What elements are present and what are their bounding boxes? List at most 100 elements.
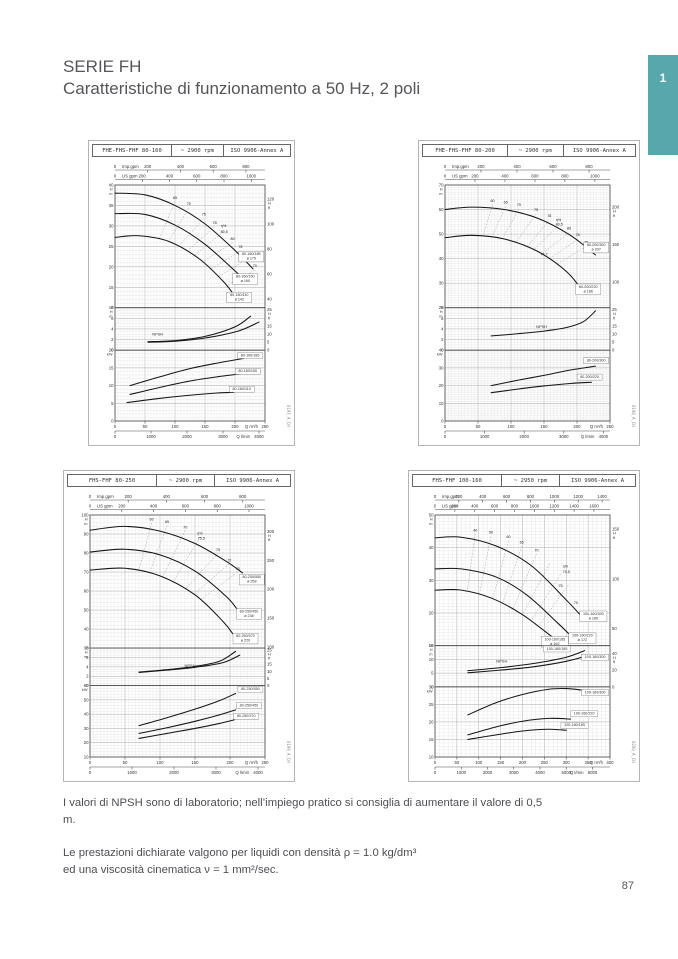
chart-standard: ISO 9906-Annex A (572, 147, 626, 154)
pump-curves-svg: 30405060708090100Hm100150200250300Hft606… (81, 494, 275, 775)
chart-code: 0200_A_CH (631, 741, 636, 763)
svg-text:1000: 1000 (246, 173, 256, 178)
svg-text:90: 90 (84, 532, 89, 537)
svg-text:H: H (85, 517, 88, 522)
svg-text:65: 65 (173, 196, 177, 200)
svg-text:100: 100 (267, 645, 275, 650)
svg-text:250: 250 (261, 760, 269, 765)
svg-text:0: 0 (114, 424, 117, 429)
density-note-line1: Le prestazioni dichiarate valgono per li… (63, 847, 417, 859)
svg-text:ø 175: ø 175 (247, 257, 256, 261)
svg-text:70: 70 (236, 567, 240, 571)
svg-text:80-200/300: 80-200/300 (587, 243, 606, 247)
svg-text:400: 400 (471, 503, 479, 508)
svg-text:200: 200 (267, 587, 275, 592)
svg-text:10: 10 (267, 332, 272, 337)
svg-text:800: 800 (585, 164, 593, 169)
svg-text:60: 60 (490, 199, 494, 203)
svg-text:100: 100 (612, 576, 620, 581)
svg-text:US gpm: US gpm (122, 173, 138, 178)
svg-text:30: 30 (109, 223, 114, 228)
chart-code: 0197_A_CH (286, 405, 291, 427)
svg-text:40: 40 (429, 545, 434, 550)
svg-text:Imp.gpm: Imp.gpm (442, 494, 459, 499)
svg-text:80-160/150: 80-160/150 (236, 275, 255, 279)
svg-text:80-250/450: 80-250/450 (240, 703, 259, 707)
pump-curves-svg: 10152025303540Hm406080100120Hft65707578η… (107, 164, 275, 439)
svg-text:200: 200 (118, 503, 126, 508)
svg-text:40: 40 (267, 296, 272, 301)
svg-text:0: 0 (441, 348, 444, 353)
svg-text:80-200/220: 80-200/220 (580, 375, 599, 379)
chart-model: FHS-FHF 100-160 (413, 475, 502, 486)
svg-text:8: 8 (441, 305, 444, 310)
svg-text:0: 0 (86, 683, 89, 688)
svg-text:600: 600 (193, 173, 201, 178)
svg-text:0: 0 (444, 173, 447, 178)
svg-text:1600: 1600 (589, 503, 599, 508)
npsh-note: I valori di NPSH sono di laboratorio; ne… (63, 797, 543, 826)
svg-text:0: 0 (441, 419, 444, 424)
svg-text:25: 25 (267, 307, 272, 312)
svg-text:1200: 1200 (573, 494, 583, 499)
svg-text:20: 20 (439, 383, 444, 388)
svg-text:70: 70 (439, 183, 444, 188)
svg-text:80-250/550: 80-250/550 (241, 687, 260, 691)
svg-text:m: m (109, 191, 112, 196)
svg-text:0: 0 (89, 503, 92, 508)
svg-text:100-160/300: 100-160/300 (585, 655, 606, 659)
svg-text:ø 162: ø 162 (550, 642, 559, 646)
svg-text:80-160/110: 80-160/110 (230, 293, 248, 297)
svg-text:15: 15 (429, 643, 434, 648)
svg-text:0: 0 (267, 348, 270, 353)
svg-text:8: 8 (86, 646, 89, 651)
svg-text:4: 4 (111, 326, 114, 331)
svg-text:10: 10 (429, 657, 434, 662)
svg-text:15: 15 (109, 365, 114, 370)
svg-text:80-250/370: 80-250/370 (237, 714, 256, 718)
svg-text:200: 200 (477, 164, 485, 169)
svg-text:H: H (440, 187, 443, 192)
svg-text:5000: 5000 (561, 770, 571, 775)
svg-text:η%: η% (563, 564, 569, 568)
svg-text:US gpm: US gpm (97, 503, 113, 508)
svg-text:ft: ft (613, 213, 616, 218)
svg-text:H: H (268, 533, 271, 538)
subtitle: Caratteristiche di funzionamento a 50 Hz… (63, 79, 421, 98)
svg-text:200: 200 (144, 164, 152, 169)
svg-text:2000: 2000 (169, 770, 179, 775)
svg-text:40: 40 (439, 348, 444, 353)
svg-text:600: 600 (182, 503, 190, 508)
svg-text:4000: 4000 (599, 434, 609, 439)
svg-text:η%: η% (556, 218, 562, 222)
svg-text:0: 0 (434, 503, 437, 508)
svg-text:Q l/min: Q l/min (570, 770, 584, 775)
svg-text:35: 35 (109, 203, 114, 208)
svg-text:ft: ft (613, 316, 616, 321)
svg-text:1400: 1400 (597, 494, 607, 499)
svg-text:η%: η% (221, 224, 227, 228)
svg-text:200: 200 (519, 760, 527, 765)
svg-text:800: 800 (214, 503, 222, 508)
svg-text:0: 0 (444, 424, 447, 429)
svg-text:600: 600 (201, 494, 209, 499)
svg-text:20: 20 (612, 668, 617, 673)
svg-text:15: 15 (612, 323, 617, 328)
svg-text:70: 70 (183, 525, 187, 529)
svg-text:H: H (613, 209, 616, 214)
svg-text:Q m³/h: Q m³/h (245, 424, 259, 429)
svg-text:30: 30 (84, 646, 89, 651)
svg-text:5: 5 (431, 671, 434, 676)
svg-text:2: 2 (441, 337, 444, 342)
svg-text:100: 100 (267, 221, 275, 226)
chart-model: FHS-FHF 80-250 (68, 475, 157, 486)
chart-fhe-fhs-fhf-80-200: FHE-FHS-FHF 80-200 ~ 2900 rpm ISO 9906-A… (418, 140, 640, 446)
svg-text:75,5: 75,5 (198, 537, 205, 541)
svg-text:400: 400 (163, 494, 171, 499)
svg-text:74,7: 74,7 (540, 253, 547, 257)
svg-text:80-200/220: 80-200/220 (579, 285, 598, 289)
svg-text:NPSH: NPSH (536, 324, 547, 329)
svg-text:ø 186: ø 186 (584, 289, 593, 293)
svg-text:800: 800 (527, 494, 535, 499)
svg-text:0: 0 (444, 434, 447, 439)
